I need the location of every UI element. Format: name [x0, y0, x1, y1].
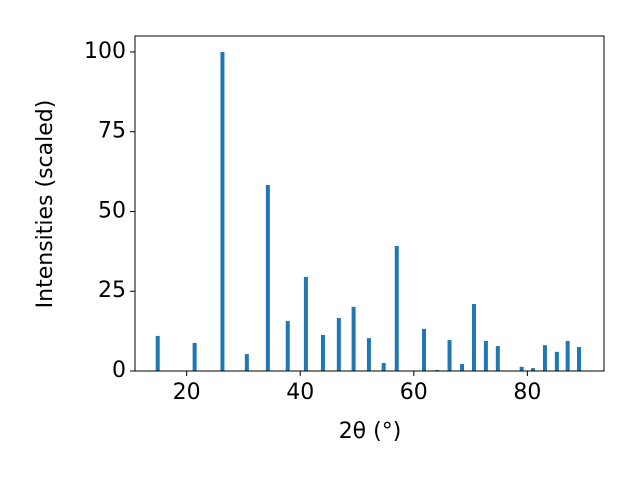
- bar: [483, 341, 488, 371]
- bar: [422, 328, 427, 371]
- bar: [220, 51, 225, 371]
- bar: [460, 363, 465, 371]
- x-tick-label: 20: [173, 380, 201, 405]
- x-tick-label: 40: [286, 380, 314, 405]
- bar: [394, 245, 399, 371]
- bar: [565, 341, 570, 371]
- bar: [320, 334, 325, 371]
- bar: [244, 354, 249, 371]
- bar: [531, 368, 536, 371]
- bar: [519, 366, 524, 371]
- bar: [554, 351, 559, 371]
- bar: [265, 184, 270, 371]
- bar: [192, 342, 197, 371]
- bar: [577, 347, 582, 371]
- y-tick-label: 75: [98, 119, 126, 144]
- bar: [155, 335, 160, 371]
- y-tick-label: 0: [112, 358, 126, 383]
- y-tick-label: 100: [84, 39, 126, 64]
- bar: [471, 304, 476, 371]
- bar: [366, 338, 371, 371]
- bar: [351, 306, 356, 371]
- bar: [336, 318, 341, 371]
- bar: [303, 276, 308, 371]
- bar: [285, 320, 290, 371]
- y-axis-label: Intensities (scaled): [33, 100, 58, 309]
- bar: [542, 345, 547, 371]
- x-tick-label: 60: [400, 380, 428, 405]
- y-tick-label: 25: [98, 278, 126, 303]
- plot-frame: [134, 35, 605, 372]
- bar: [495, 346, 500, 371]
- bar: [381, 363, 386, 371]
- y-tick-label: 50: [98, 198, 126, 223]
- bar: [447, 340, 452, 371]
- x-tick-label: 80: [513, 380, 541, 405]
- x-axis-label: 2θ (°): [339, 419, 402, 444]
